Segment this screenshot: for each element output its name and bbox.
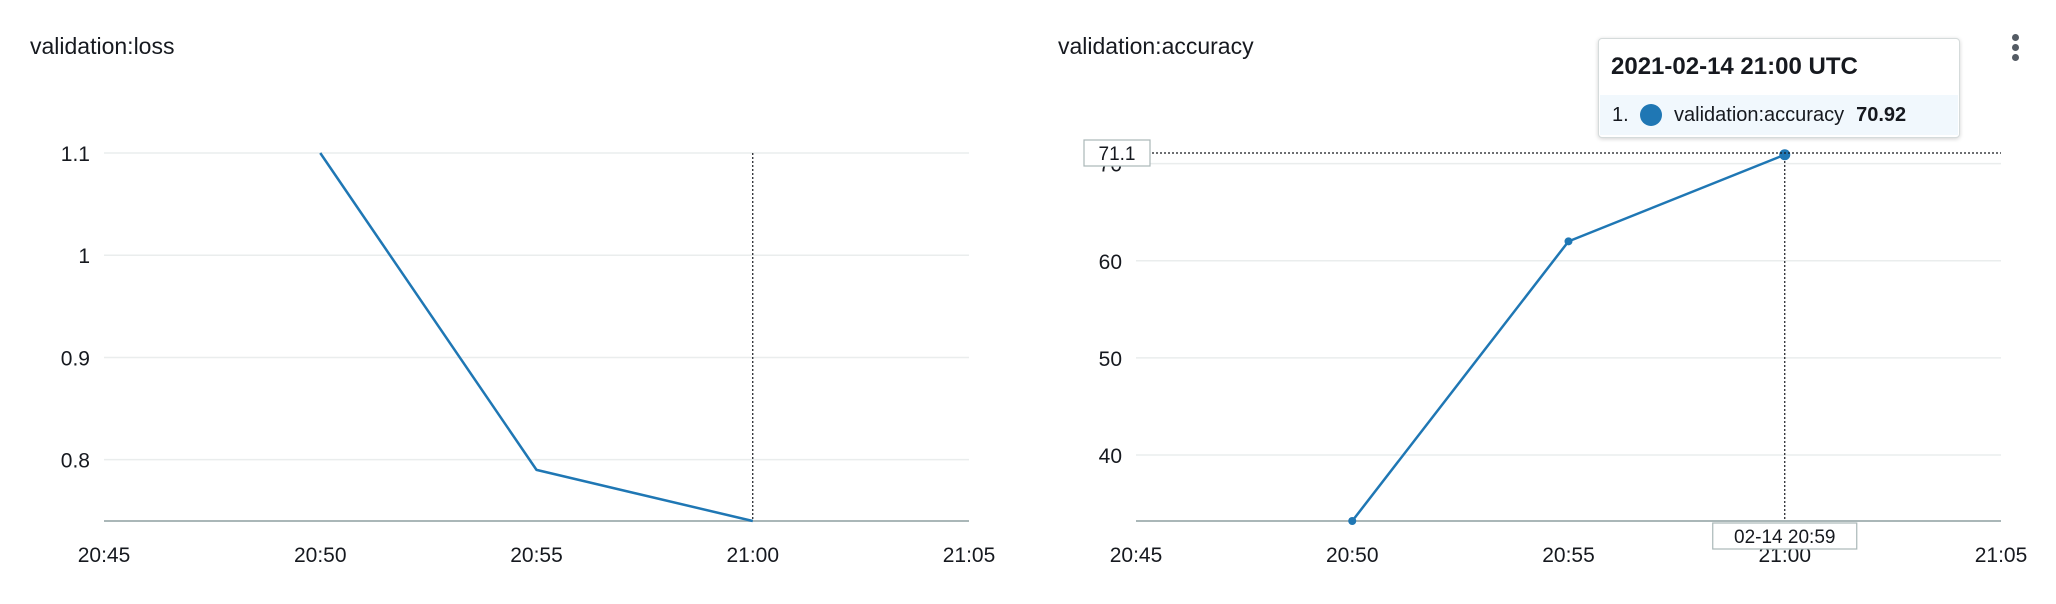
data-point: [1779, 149, 1791, 161]
x-hover-label-box: [1712, 522, 1858, 550]
y-tick-label: 0.9: [61, 347, 90, 370]
y-tick-label: 1: [78, 245, 90, 268]
chart-plot-validation-loss[interactable]: 1.1 1 0.9 0.8 20:45 20:50 20:55 21:00 21:05: [0, 0, 1028, 604]
y-tick-label: 50: [1099, 348, 1122, 371]
y-tick-label: 1.1: [61, 143, 90, 166]
chart-panel-validation-accuracy: validation:accuracy 7060504020:4520:5020…: [1028, 0, 2056, 604]
x-tick-label: 21:05: [943, 544, 996, 567]
tooltip-row-index: 1.: [1612, 103, 1629, 126]
x-tick-label: 20:45: [1110, 544, 1163, 567]
y-tick-label: 40: [1099, 445, 1122, 468]
tooltip-series-name: validation:accuracy: [1674, 103, 1845, 126]
series-line: [1351, 153, 1786, 522]
x-tick-label: 20:45: [78, 544, 131, 567]
x-tick-label: 21:05: [1975, 544, 2028, 567]
chart-plot-validation-accuracy[interactable]: 7060504020:4520:5020:5521:0021:0571.102-…: [1028, 0, 2056, 604]
y-hover-label: 71.1: [1099, 144, 1136, 165]
y-tick-label: 60: [1099, 251, 1122, 274]
y-tick-label: 0.8: [61, 450, 90, 473]
hover-tooltip: 2021-02-14 21:00 UTC 1. validation:accur…: [1598, 38, 1960, 138]
more-vertical-icon[interactable]: [2010, 34, 2020, 64]
x-tick-label: 21:00: [1758, 544, 1811, 567]
tooltip-value: 70.92: [1856, 103, 1907, 126]
series-color-swatch: [1640, 104, 1662, 126]
series-line: [319, 152, 754, 523]
x-tick-label: 21:00: [726, 544, 779, 567]
x-tick-label: 20:50: [294, 544, 347, 567]
tooltip-row: 1. validation:accuracy 70.92: [1600, 95, 1958, 135]
chart-title: validation:accuracy: [1058, 33, 1254, 59]
x-tick-label: 20:55: [510, 544, 563, 567]
x-hover-label: 02-14 20:59: [1734, 527, 1835, 548]
tooltip-title: 2021-02-14 21:00 UTC: [1611, 53, 1858, 80]
x-tick-label: 20:55: [1542, 544, 1595, 567]
chart-panel-validation-loss: validation:loss 1.1 1 0.9 0.8 20:45 20:50 20:5…: [0, 0, 1028, 604]
chart-title: validation:loss: [30, 33, 175, 59]
data-point: [1564, 237, 1573, 246]
data-point: [1348, 517, 1357, 525]
y-hover-label-box: [1083, 139, 1151, 167]
x-tick-label: 20:50: [1326, 544, 1379, 567]
